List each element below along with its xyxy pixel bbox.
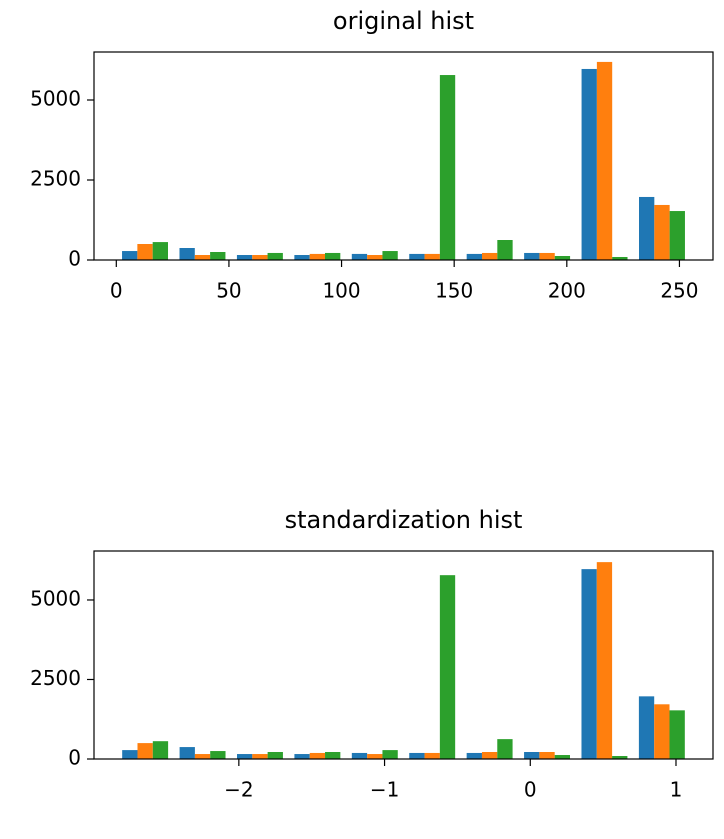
x-tick-label: 150: [435, 279, 473, 303]
bar: [612, 756, 628, 759]
bar: [554, 256, 571, 260]
bar: [539, 752, 555, 759]
bar: [581, 68, 597, 261]
bar: [325, 752, 341, 759]
bar: [137, 743, 153, 759]
chart-title: original hist: [333, 7, 474, 35]
x-tick-label: 50: [216, 279, 241, 303]
bar: [424, 253, 440, 260]
bar: [367, 754, 383, 759]
bar: [524, 752, 540, 759]
y-tick-label: 5000: [30, 586, 81, 610]
bar: [367, 255, 383, 260]
bar: [210, 751, 226, 759]
bar: [152, 741, 169, 759]
x-tick-label: 200: [548, 279, 586, 303]
bar: [122, 251, 138, 260]
bar: [638, 696, 655, 759]
bar: [236, 255, 253, 260]
x-tick-label: −1: [370, 778, 399, 802]
bar: [267, 252, 283, 260]
x-tick-label: 250: [660, 279, 698, 303]
bar: [612, 256, 628, 260]
bar: [466, 253, 483, 260]
bar: [137, 244, 153, 260]
bar: [596, 61, 613, 260]
x-tick-label: 1: [670, 778, 683, 802]
bar: [122, 750, 138, 759]
bar: [237, 754, 253, 759]
x-tick-label: 100: [322, 279, 360, 303]
bar: [294, 255, 310, 260]
bar: [382, 750, 398, 759]
y-tick-label: 0: [68, 247, 81, 271]
bar: [409, 752, 425, 759]
bar: [497, 240, 513, 260]
bar: [194, 255, 211, 260]
bar: [351, 752, 368, 759]
bar: [382, 251, 398, 260]
axes-frame: [93, 51, 714, 261]
bar: [409, 253, 425, 260]
bar: [554, 755, 570, 759]
bar: [210, 252, 226, 260]
x-tick-label: 0: [524, 778, 537, 802]
bar: [179, 747, 195, 759]
bar: [639, 196, 655, 260]
bar: [481, 752, 498, 759]
bar: [351, 253, 368, 260]
chart-title: standardization hist: [285, 506, 523, 534]
bar: [324, 252, 341, 260]
bar: [309, 752, 326, 759]
x-tick-label: −2: [224, 778, 253, 802]
bar: [581, 569, 597, 759]
y-tick-label: 0: [68, 746, 81, 770]
bar: [524, 252, 540, 260]
bar: [194, 754, 211, 759]
bar: [179, 248, 195, 260]
bar: [596, 562, 613, 759]
bar: [294, 754, 310, 759]
x-tick-label: 0: [110, 279, 123, 303]
axes-frame: [93, 550, 714, 760]
bar: [252, 754, 268, 759]
bar: [539, 252, 555, 260]
y-tick-label: 5000: [30, 87, 81, 111]
bar: [152, 242, 168, 260]
bar: [497, 739, 513, 759]
bar: [669, 710, 685, 759]
y-tick-label: 2500: [30, 167, 81, 191]
bar: [654, 704, 670, 759]
bar: [439, 75, 456, 260]
bar: [439, 575, 456, 759]
bar: [482, 252, 498, 260]
bar: [309, 253, 325, 260]
bar: [466, 752, 482, 759]
bar: [424, 752, 440, 759]
y-tick-label: 2500: [30, 666, 81, 690]
bar: [654, 204, 670, 260]
bar: [252, 255, 268, 260]
bar: [669, 211, 685, 260]
bar: [267, 752, 283, 759]
